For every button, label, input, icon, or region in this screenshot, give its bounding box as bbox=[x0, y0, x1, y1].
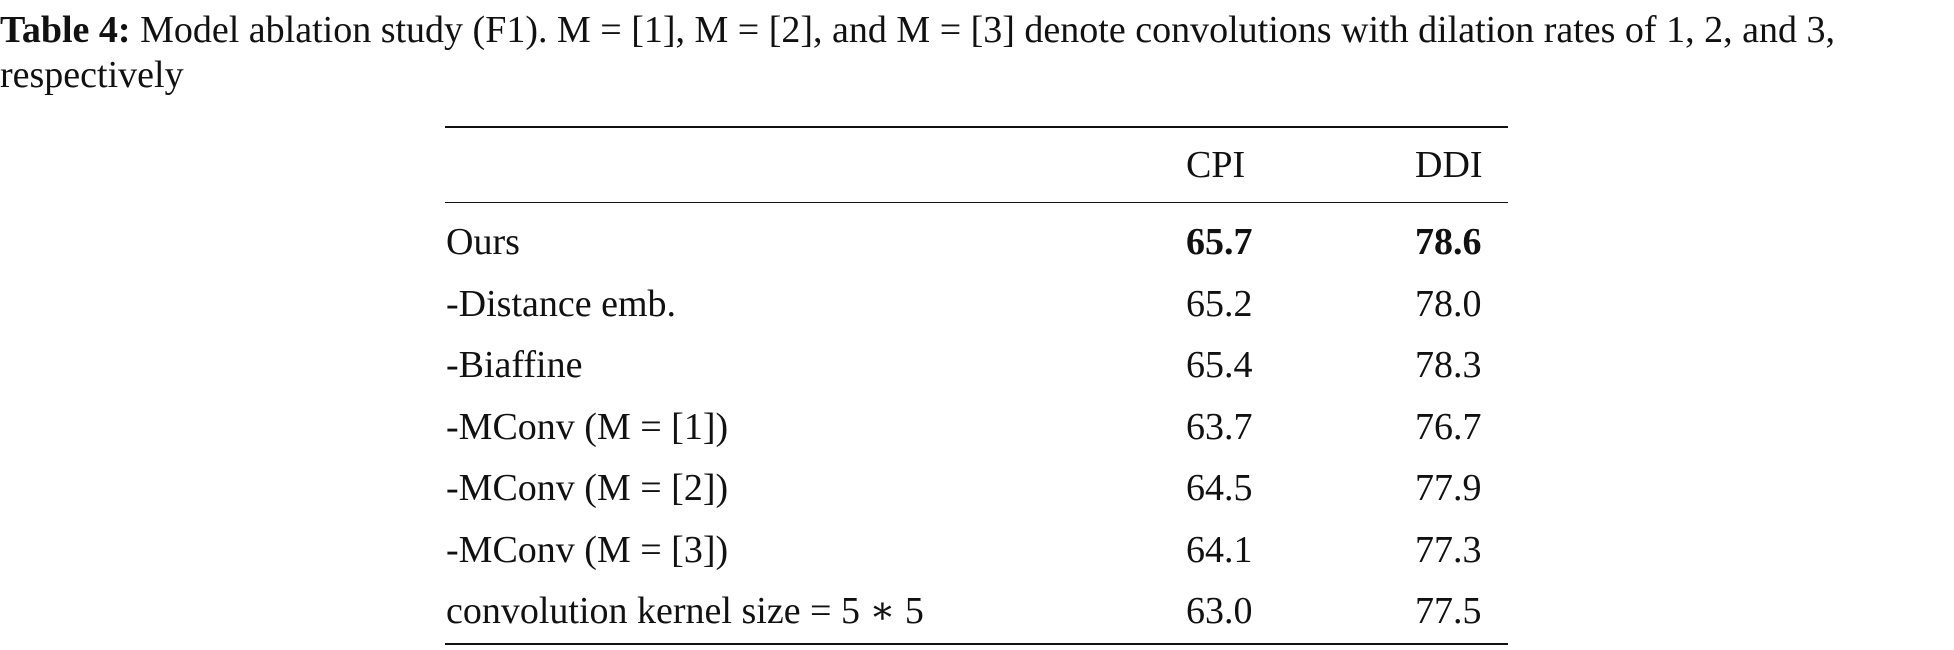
cell-value: 77.5 bbox=[1415, 590, 1482, 632]
cell-value: 64.1 bbox=[1186, 528, 1253, 571]
row-label: -MConv (M = [1]) bbox=[446, 405, 729, 448]
column-header: CPI bbox=[1186, 144, 1246, 186]
caption-text: Model ablation study (F1). M = [1], M = … bbox=[0, 9, 1835, 96]
cell-value: 65.7 bbox=[1186, 221, 1253, 263]
cell-value: 64.5 bbox=[1186, 467, 1253, 509]
cell-value: 63.0 bbox=[1186, 590, 1253, 632]
row-label: -Biaffine bbox=[446, 344, 583, 386]
row-label: -Distance emb. bbox=[446, 282, 677, 325]
cell-value: 77.3 bbox=[1415, 528, 1482, 571]
cell-value: 76.7 bbox=[1415, 405, 1482, 448]
cell-value: 65.2 bbox=[1186, 282, 1253, 325]
row-label: convolution kernel size = 5 ∗ 5 bbox=[446, 590, 924, 632]
column-header: DDI bbox=[1415, 144, 1483, 186]
row-label: -MConv (M = [3]) bbox=[446, 528, 729, 571]
row-label: Ours bbox=[446, 221, 520, 263]
header-rule bbox=[445, 202, 1508, 203]
cell-value: 77.9 bbox=[1415, 467, 1482, 509]
cell-value: 78.3 bbox=[1415, 344, 1482, 386]
cell-value: 78.0 bbox=[1415, 282, 1482, 325]
cell-value: 78.6 bbox=[1415, 221, 1482, 263]
top-rule bbox=[445, 126, 1508, 128]
cell-value: 65.4 bbox=[1186, 344, 1253, 386]
row-label: -MConv (M = [2]) bbox=[446, 467, 729, 509]
cell-value: 63.7 bbox=[1186, 405, 1253, 448]
table-caption: Table 4: Model ablation study (F1). M = … bbox=[0, 8, 1954, 98]
bottom-rule bbox=[445, 643, 1508, 645]
caption-label: Table 4: bbox=[0, 9, 131, 51]
